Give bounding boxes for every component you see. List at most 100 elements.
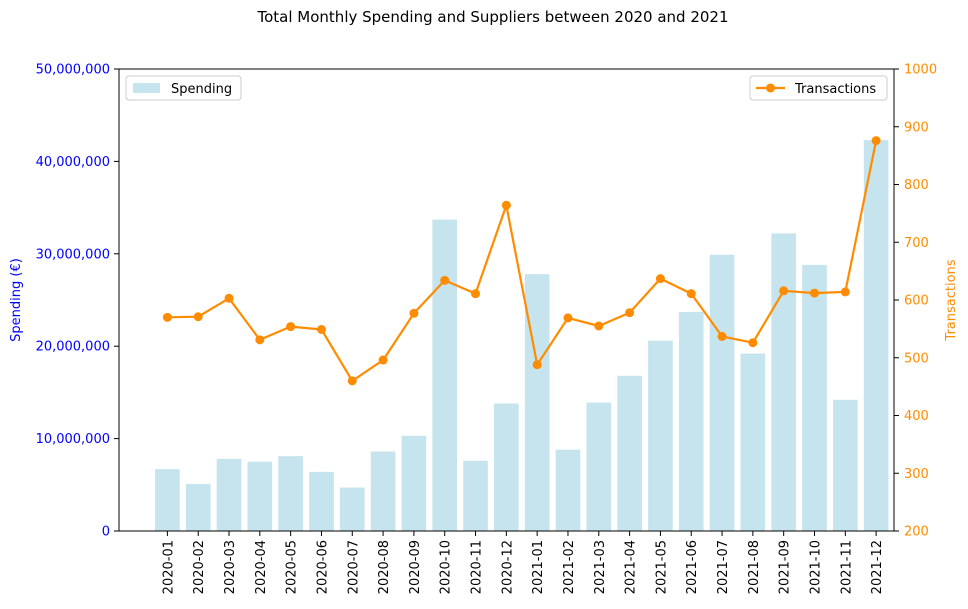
- right-tick-label: 300: [904, 467, 929, 482]
- bar-2020-02: [185, 483, 211, 531]
- x-tick-label: 2020-07: [346, 540, 361, 594]
- x-tick-label: 2021-03: [593, 540, 608, 594]
- bar-2021-07: [709, 254, 735, 531]
- point-2020-09: [409, 308, 419, 318]
- point-2021-05: [655, 274, 665, 284]
- bar-2020-09: [401, 435, 427, 531]
- bar-2021-09: [771, 233, 797, 532]
- x-tick-label: 2021-02: [562, 540, 577, 594]
- left-axis-label: Spending (€): [9, 258, 24, 342]
- transactions-line: [167, 140, 878, 382]
- right-tick-label: 1000: [904, 63, 937, 78]
- left-tick-label: 40,000,000: [36, 155, 110, 170]
- point-2020-10: [440, 275, 450, 285]
- bar-2020-12: [494, 403, 519, 531]
- bar-2020-01: [155, 469, 180, 531]
- point-2021-06: [686, 289, 696, 299]
- bar-2021-03: [586, 402, 612, 531]
- x-tick-label: 2021-08: [747, 540, 762, 594]
- bar-2020-11: [463, 460, 488, 531]
- legend-box: [749, 75, 888, 101]
- point-2021-07: [717, 331, 727, 341]
- x-tick-label: 2020-09: [408, 540, 423, 594]
- point-2021-02: [563, 313, 573, 323]
- bar-2020-05: [278, 456, 303, 531]
- point-2020-03: [224, 293, 234, 303]
- legend-label: Transactions: [794, 82, 876, 97]
- x-tick-label: 2020-01: [161, 540, 176, 594]
- x-tick-label: 2020-12: [500, 540, 515, 594]
- point-2021-04: [625, 308, 635, 318]
- bar-2021-12: [863, 140, 889, 531]
- x-tick-label: 2020-05: [285, 540, 300, 594]
- x-tick-label: 2020-02: [192, 540, 207, 594]
- left-tick-label: 10,000,000: [36, 432, 110, 447]
- x-tick-label: 2021-05: [654, 540, 669, 594]
- bar-2020-10: [432, 219, 458, 531]
- chart-title: Total Monthly Spending and Suppliers bet…: [257, 8, 729, 26]
- x-tick-label: 2021-04: [624, 540, 639, 594]
- point-2021-12: [871, 136, 881, 146]
- left-tick-label: 20,000,000: [36, 340, 110, 355]
- x-tick-label: 2021-12: [870, 540, 885, 594]
- bar-2020-07: [339, 487, 365, 531]
- bar-series-spending: [155, 140, 889, 532]
- bar-2020-03: [216, 458, 242, 531]
- bar-2021-04: [617, 375, 642, 531]
- x-tick-label: 2021-07: [716, 540, 731, 594]
- x-tick-label: 2021-06: [685, 540, 700, 594]
- right-tick-label: 700: [904, 236, 929, 251]
- legend-box: [125, 75, 242, 101]
- x-tick-label: 2021-01: [531, 540, 546, 594]
- point-2020-11: [471, 289, 481, 299]
- legend-marker: [766, 83, 775, 93]
- bar-2021-10: [802, 264, 827, 531]
- bar-2021-11: [832, 399, 858, 531]
- legend-spending: Spending: [125, 75, 242, 101]
- x-tick-label: 2020-11: [470, 540, 485, 594]
- bar-2020-08: [370, 451, 396, 531]
- x-tick-label: 2020-10: [439, 540, 454, 594]
- point-2020-08: [378, 355, 388, 365]
- left-tick-label: 0: [102, 525, 110, 540]
- point-2020-07: [347, 376, 357, 386]
- bar-2021-08: [740, 353, 766, 531]
- left-tick-label: 50,000,000: [36, 63, 110, 78]
- point-2020-05: [286, 322, 296, 332]
- point-2021-08: [748, 338, 758, 348]
- bar-2020-06: [309, 471, 334, 531]
- point-2021-10: [809, 288, 819, 298]
- bar-2021-01: [524, 274, 550, 531]
- x-tick-label: 2020-04: [254, 540, 269, 594]
- bar-2021-02: [555, 449, 581, 531]
- legend-transactions: Transactions: [749, 75, 888, 101]
- point-2021-11: [840, 287, 850, 297]
- line-series-transactions: [162, 136, 881, 386]
- point-2020-06: [316, 324, 326, 334]
- right-tick-label: 500: [904, 351, 929, 366]
- x-axis: 2020-01 2020-02 2020-03 2020-04 2020-05 2020-…: [161, 531, 885, 594]
- left-axis: 0 10,000,000 20,000,000 30,000,000 40,000,00…: [36, 63, 119, 540]
- point-2021-09: [779, 286, 789, 296]
- x-tick-label: 2020-06: [315, 540, 330, 594]
- x-tick-label: 2021-11: [839, 540, 854, 594]
- right-tick-label: 900: [904, 120, 929, 135]
- bar-2020-04: [247, 461, 273, 531]
- right-tick-label: 400: [904, 409, 929, 424]
- right-tick-label: 800: [904, 178, 929, 193]
- point-2020-12: [501, 200, 511, 210]
- right-axis: 200 300 400 500 600 700 800 900 1000: [894, 63, 937, 540]
- left-tick-label: 30,000,000: [36, 247, 110, 262]
- point-2020-02: [193, 312, 203, 322]
- x-tick-label: 2020-03: [223, 540, 238, 594]
- point-2020-04: [255, 335, 265, 345]
- legend-label: Spending: [171, 82, 232, 97]
- point-2021-03: [594, 321, 604, 331]
- right-tick-label: 600: [904, 294, 929, 309]
- point-2020-01: [162, 312, 172, 322]
- legend-swatch: [133, 83, 160, 93]
- x-tick-label: 2021-09: [778, 540, 793, 594]
- x-tick-label: 2021-10: [808, 540, 823, 594]
- bar-2021-06: [678, 312, 704, 531]
